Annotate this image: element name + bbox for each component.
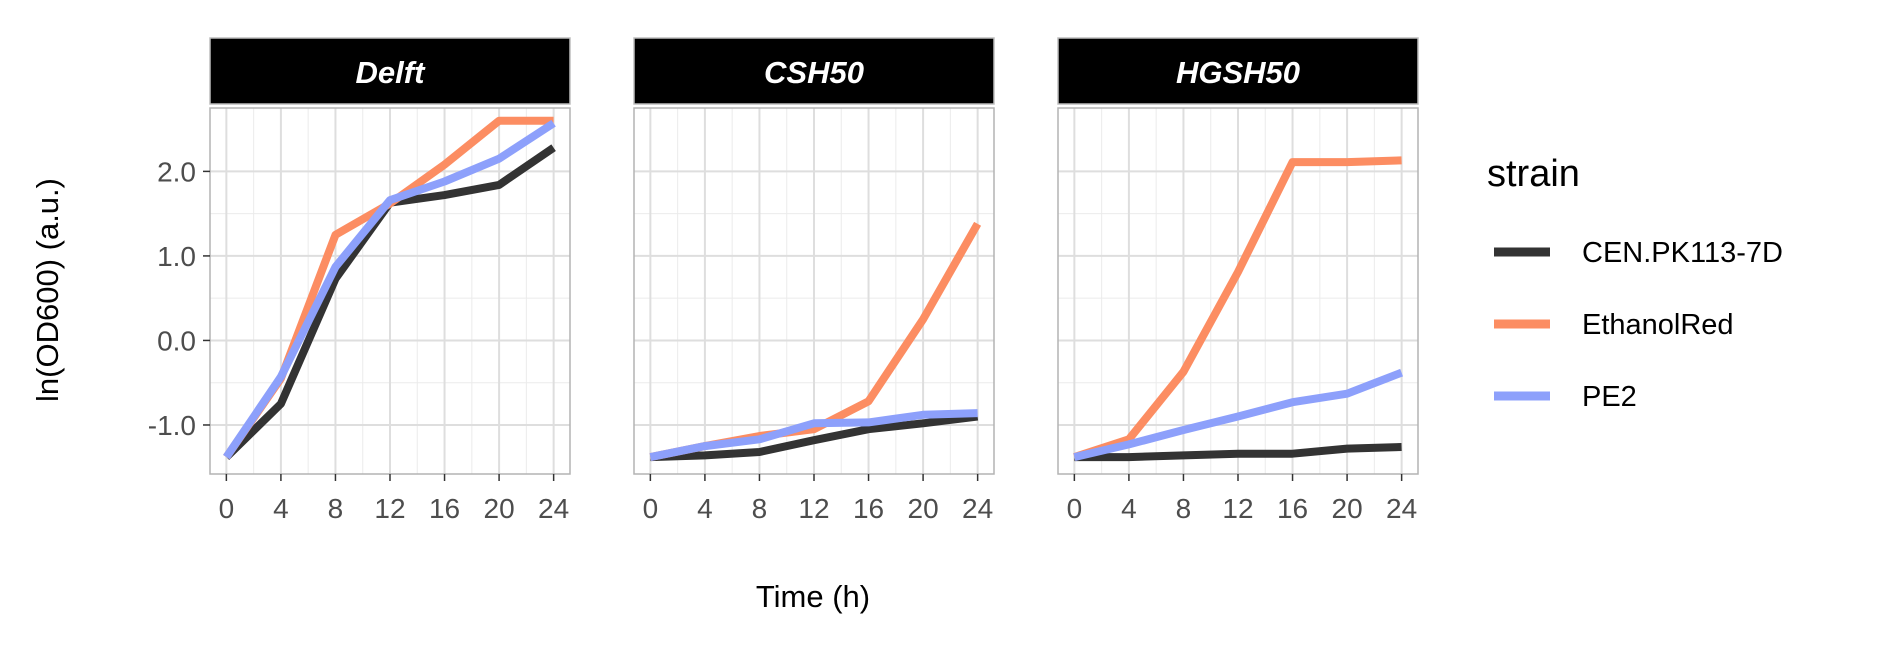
x-tick-label: 0 (219, 493, 235, 524)
panel-csh50: CSH50 0 4 8 12 16 20 24 (633, 37, 995, 524)
strip-background (209, 37, 571, 105)
x-tick-label: 4 (273, 493, 289, 524)
y-tick-label: 0.0 (157, 325, 196, 356)
series-line-cen-pk113-7d (650, 412, 979, 462)
x-tick-label: 16 (853, 493, 884, 524)
legend-title: strain (1487, 153, 1580, 195)
series-line-pe2 (223, 119, 556, 460)
legend-label: PE2 (1582, 381, 1637, 413)
x-tick-label: 0 (1067, 493, 1083, 524)
x-tick-label: 20 (908, 493, 939, 524)
x-tick-label: 12 (1222, 493, 1253, 524)
strip-label: Delft (356, 55, 427, 90)
strip-label: CSH50 (764, 55, 864, 90)
x-tick-label: 8 (328, 493, 344, 524)
legend-item: EthanolRed (1494, 309, 1734, 341)
legend-item: CEN.PK113-7D (1494, 237, 1783, 269)
strip-label: HGSH50 (1176, 55, 1300, 90)
x-tick-label: 12 (798, 493, 829, 524)
series-line-pe2 (649, 409, 978, 462)
strip-background (633, 37, 995, 105)
legend-label: EthanolRed (1582, 309, 1734, 341)
x-tick-label: 24 (962, 493, 993, 524)
x-tick-label: 16 (1277, 493, 1308, 524)
y-axis-title: ln(OD600) (a.u.) (30, 178, 65, 402)
legend-item: PE2 (1494, 381, 1637, 413)
series-line-pe2 (1073, 368, 1404, 461)
x-tick-label: 12 (374, 493, 405, 524)
x-tick-label: 8 (1176, 493, 1192, 524)
y-tick-label: -1.0 (148, 410, 196, 441)
legend-entries: CEN.PK113-7D EthanolRed PE2 (1494, 237, 1783, 413)
x-tick-label: 4 (1121, 493, 1137, 524)
y-tick-label: 2.0 (157, 156, 196, 187)
panels: Delft 0 4 8 12 16 20 24 CSH50 0 4 8 12 16 20 24 HGSH50 0 4… (209, 37, 1419, 524)
x-tick-label: 24 (1386, 493, 1417, 524)
panel-hgsh50: HGSH50 0 4 8 12 16 20 24 (1057, 37, 1419, 524)
x-tick-label: 20 (484, 493, 515, 524)
x-tick-label: 24 (538, 493, 569, 524)
legend: strain CEN.PK113-7D EthanolRed PE2 (1487, 153, 1783, 413)
x-tick-label: 16 (429, 493, 460, 524)
legend-label: CEN.PK113-7D (1582, 237, 1783, 269)
y-tick-label: 1.0 (157, 241, 196, 272)
x-axis-title: Time (h) (756, 579, 870, 614)
series-line-cen-pk113-7d (1074, 443, 1402, 462)
x-tick-label: 0 (643, 493, 659, 524)
series-line-ethanolred (1073, 156, 1402, 461)
y-axis: -1.0 0.0 1.0 2.0 (148, 156, 210, 441)
strip-background (1057, 37, 1419, 105)
x-tick-label: 20 (1332, 493, 1363, 524)
x-tick-label: 8 (752, 493, 768, 524)
panel-delft: Delft 0 4 8 12 16 20 24 (209, 37, 571, 524)
x-tick-label: 4 (697, 493, 713, 524)
